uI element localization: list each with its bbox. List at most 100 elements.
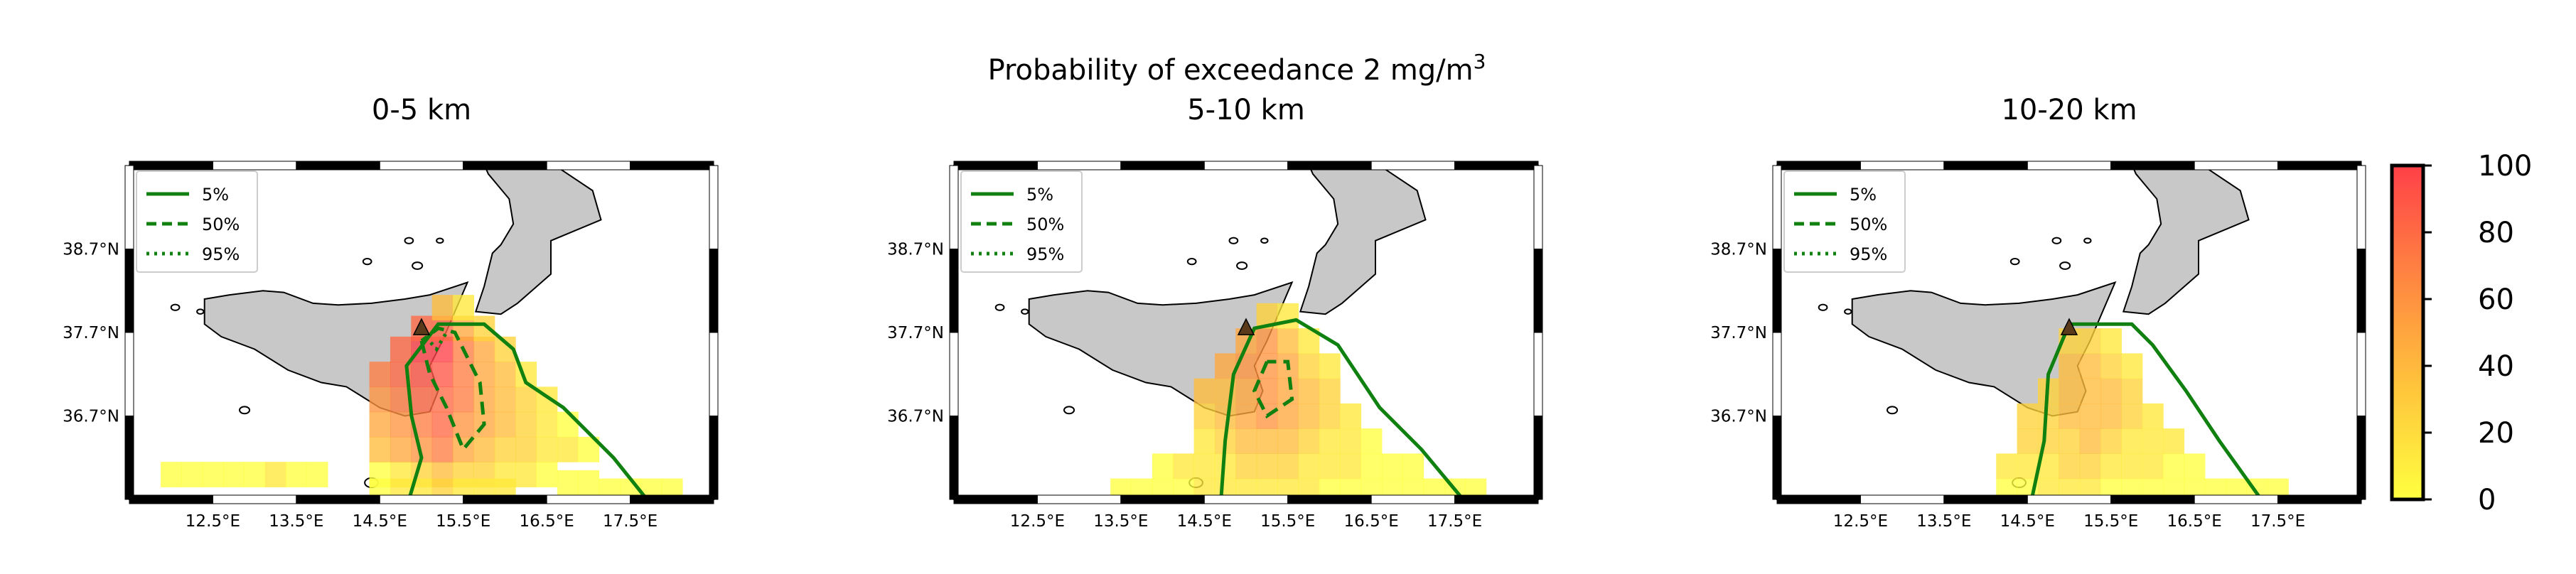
probability-cell: [1277, 378, 1299, 404]
probability-cell: [2100, 328, 2122, 354]
frame-segment-left: [124, 165, 134, 249]
probability-cell: [453, 411, 474, 438]
probability-cell: [1319, 403, 1341, 429]
probability-cell: [557, 470, 579, 496]
island-3: [2051, 237, 2062, 244]
frame-segment-left: [949, 332, 959, 416]
probability-cell: [2100, 428, 2122, 454]
frame-segment-bottom: [1120, 494, 1205, 504]
frame-segment-top: [1370, 161, 1456, 170]
probability-cell: [390, 411, 412, 438]
y-tick-label: 37.7°N: [887, 324, 944, 342]
x-tick-label: 15.5°E: [436, 512, 490, 531]
frame-segment-right: [709, 165, 719, 249]
frame-segment-top: [1943, 161, 2028, 170]
probability-cell: [1381, 453, 1403, 480]
island-3: [404, 237, 414, 244]
figure-suptitle: Probability of exceedance 2 mg/m3: [988, 50, 1486, 87]
legend-label: 95%: [1850, 244, 1887, 264]
colorbar-gradient: [2392, 166, 2423, 499]
probability-cell: [515, 411, 537, 438]
frame-segment-top: [1036, 161, 1122, 170]
colorbar-frame: [2390, 163, 2425, 502]
y-tick-label: 36.7°N: [887, 408, 944, 426]
x-tick-label: 16.5°E: [2167, 512, 2222, 531]
probability-cell: [1235, 453, 1257, 480]
probability-cell: [453, 295, 474, 320]
frame-segment-bottom: [1287, 494, 1372, 504]
frame-segment-top: [2027, 161, 2112, 170]
probability-cell: [264, 462, 286, 487]
volcano-marker-icon: [2060, 318, 2078, 335]
x-tick-label: 14.5°E: [353, 512, 407, 531]
volcano-marker-icon: [412, 318, 431, 335]
map-content: [161, 166, 683, 499]
probability-cell: [1298, 403, 1320, 429]
legend-label: 95%: [202, 244, 240, 264]
probability-cell: [1402, 453, 1424, 480]
frame-segment-left: [124, 332, 134, 416]
probability-cell: [2100, 403, 2122, 429]
island-4: [436, 237, 444, 244]
legend: 5% 50% 95%: [1783, 170, 1906, 273]
map-content: [994, 166, 1487, 499]
x-tick-label: 13.5°E: [269, 512, 323, 531]
x-tick-label: 14.5°E: [1177, 512, 1232, 531]
legend-box: [136, 170, 258, 273]
probability-cell: [202, 462, 224, 487]
x-tick-label: 12.5°E: [1833, 512, 1888, 531]
island-5: [1818, 303, 1828, 311]
island-2: [1186, 258, 1197, 266]
map-content: [1818, 166, 2289, 499]
frame-segment-left: [1772, 165, 1782, 249]
colorbar-tick-label: 0: [2478, 484, 2496, 516]
panels: 5% 50% 95% 0-5 km 12.5°E 13.5°E 14.5°E 15.5°E 16…: [63, 94, 2366, 531]
island-4: [1260, 237, 1269, 244]
probability-cell: [1298, 428, 1320, 454]
colorbar: 0 20 40 60 80 100: [2390, 150, 2532, 516]
x-tick-label: 16.5°E: [1344, 512, 1399, 531]
probability-cell: [1361, 428, 1383, 454]
frame-segment-bottom: [953, 494, 1038, 504]
legend: 5% 50% 95%: [136, 170, 258, 273]
frame-segment-top: [129, 161, 213, 170]
legend-label: 5%: [1850, 185, 1877, 205]
y-tick-label: 36.7°N: [1710, 408, 1767, 426]
suptitle-main: Probability of exceedance 2 mg/m: [988, 54, 1474, 87]
frame-segment-left: [1772, 416, 1782, 500]
frame-segment-top: [1203, 161, 1289, 170]
probability-cell: [2163, 453, 2185, 480]
x-tick-label: 16.5°E: [520, 512, 574, 531]
probability-cell: [515, 462, 537, 487]
probability-cell: [1298, 353, 1320, 379]
frame-segment-top: [1287, 161, 1372, 170]
x-tick-label: 14.5°E: [2000, 512, 2055, 531]
probability-cell: [1340, 453, 1362, 480]
probability-cell: [181, 462, 203, 487]
probability-cell: [411, 386, 433, 413]
x-tick-label: 15.5°E: [2083, 512, 2138, 531]
frame-segment-right: [709, 249, 719, 333]
probability-cell: [2059, 403, 2081, 429]
frame-segment-right: [2356, 416, 2366, 500]
probability-cell: [1235, 403, 1257, 429]
probability-cell: [1193, 453, 1215, 480]
frame-segment-bottom: [546, 494, 631, 504]
frame-segment-bottom: [296, 494, 380, 504]
legend-box: [960, 170, 1083, 273]
probability-cell: [1193, 428, 1215, 454]
probability-cell: [161, 462, 182, 487]
probability-cell: [1319, 353, 1341, 379]
probability-cell: [1173, 453, 1195, 480]
probability-cell: [369, 411, 391, 438]
frame-segment-right: [2356, 249, 2366, 333]
probability-cell: [1277, 328, 1299, 354]
probability-cell: [1256, 428, 1278, 454]
colorbar-tick-label: 40: [2478, 350, 2514, 383]
contour-95pct: [424, 331, 449, 352]
frame-segment-bottom: [1859, 494, 1945, 504]
contour-5pct: [1219, 318, 1465, 499]
panel-title: 5-10 km: [1187, 94, 1305, 126]
frame-segment-top: [1120, 161, 1205, 170]
frame-segment-top: [2110, 161, 2195, 170]
